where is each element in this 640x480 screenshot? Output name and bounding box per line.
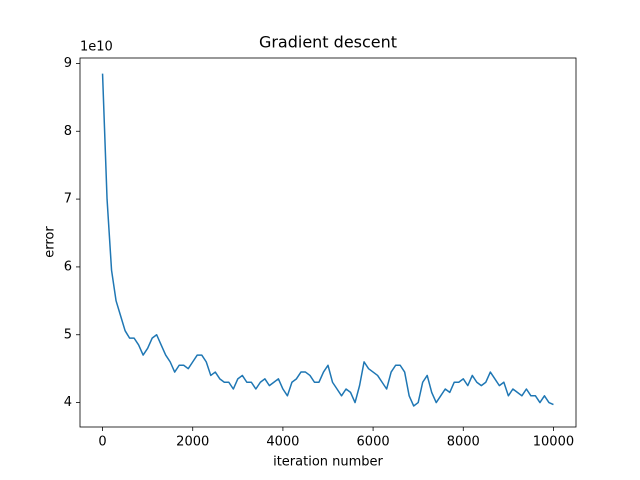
x-axis-label: iteration number	[273, 455, 383, 470]
y-tick-label: 8	[64, 124, 72, 139]
y-offset-label: 1e10	[80, 40, 113, 55]
x-tick-label: 0	[98, 435, 106, 450]
line-series	[101, 73, 554, 407]
plot-frame	[79, 57, 577, 428]
x-tick-label: 4000	[266, 435, 299, 450]
y-tick-label: 9	[64, 56, 72, 71]
y-axis-label: error	[43, 226, 58, 258]
y-tick-label: 5	[64, 327, 72, 342]
x-tick-label: 2000	[176, 435, 209, 450]
chart-title: Gradient descent	[259, 33, 397, 52]
x-tick-label: 6000	[357, 435, 390, 450]
x-tick-label: 10000	[533, 435, 574, 450]
x-tick-label: 8000	[447, 435, 480, 450]
y-tick-label: 7	[64, 192, 72, 207]
y-tick-label: 4	[64, 395, 72, 410]
y-tick-label: 6	[64, 259, 72, 274]
